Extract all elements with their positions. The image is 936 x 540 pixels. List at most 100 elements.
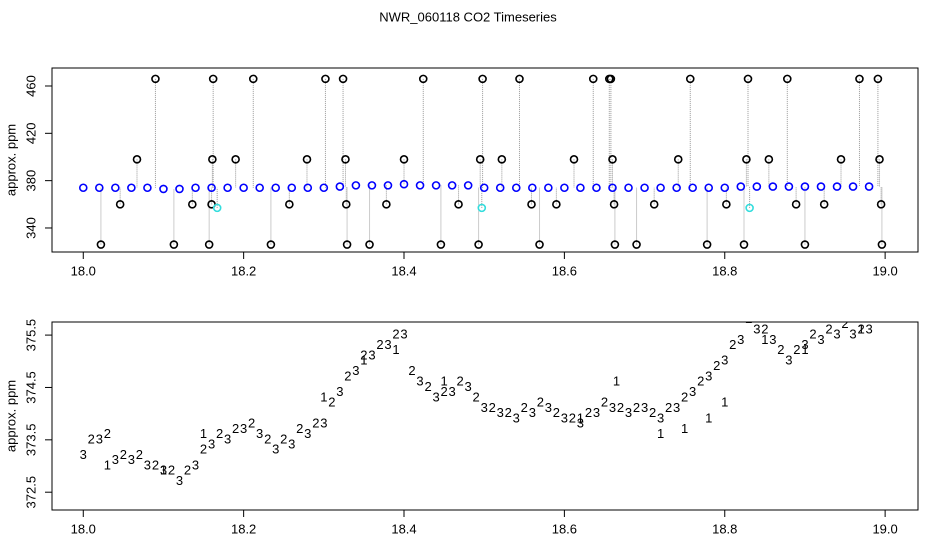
point: 2 (857, 321, 864, 336)
point (552, 200, 561, 209)
point: 1 (200, 426, 207, 441)
point: 3 (481, 400, 488, 415)
point (431, 181, 441, 190)
point (351, 181, 361, 190)
point: 3 (240, 421, 247, 436)
point: 2 (136, 447, 143, 462)
point (632, 240, 641, 249)
point: 3 (368, 347, 375, 362)
point: 3 (160, 463, 167, 478)
point: 3 (609, 400, 616, 415)
point (745, 203, 754, 213)
point (855, 74, 864, 84)
point (338, 74, 348, 84)
point (479, 183, 489, 193)
x-tick-label: 18.0 (71, 521, 96, 536)
point (475, 155, 485, 164)
point (592, 183, 601, 193)
point: 2 (761, 321, 768, 336)
point (399, 179, 409, 189)
point (606, 74, 616, 84)
point: 3 (737, 332, 744, 347)
point (528, 183, 537, 193)
point: 2 (489, 400, 496, 415)
point: 3 (400, 327, 407, 342)
point (702, 240, 712, 249)
point (876, 200, 886, 209)
point (873, 74, 883, 84)
point: 2 (585, 405, 592, 420)
point: 2 (521, 400, 528, 415)
point: 1 (721, 395, 728, 410)
point (342, 240, 352, 249)
point: 3 (497, 405, 504, 420)
point (207, 183, 216, 193)
point (832, 182, 842, 191)
x-tick-label: 18.2 (231, 263, 256, 278)
point (303, 183, 313, 193)
point: 3 (80, 447, 87, 462)
point (515, 74, 524, 84)
point: 2 (232, 421, 239, 436)
point (816, 182, 826, 191)
point (784, 182, 794, 191)
point (208, 155, 217, 164)
point (768, 182, 778, 191)
point: 1 (801, 342, 808, 357)
point: 3 (112, 452, 119, 467)
point (204, 240, 214, 249)
point: 2 (152, 457, 159, 472)
x-tick-label: 18.2 (231, 521, 256, 536)
point: 3 (769, 332, 776, 347)
point: 3 (641, 400, 648, 415)
point (474, 240, 483, 249)
point (383, 181, 393, 190)
x-tick-label: 19.0 (872, 521, 897, 536)
point: 2 (216, 426, 223, 441)
point (319, 183, 329, 193)
point (791, 200, 801, 209)
x-tick-label: 18.8 (712, 521, 737, 536)
point: 3 (849, 327, 856, 342)
point (169, 240, 179, 249)
point (656, 183, 665, 193)
point: 3 (320, 416, 327, 431)
point (382, 200, 391, 209)
y-tick-label: 373.5 (23, 424, 38, 457)
point: 3 (128, 452, 135, 467)
plot-frame (51, 67, 919, 253)
point: 2 (649, 405, 656, 420)
point: 3 (272, 442, 279, 457)
point: 1 (857, 321, 864, 336)
point: 2 (376, 337, 383, 352)
point (255, 183, 264, 193)
point: 3 (288, 437, 295, 452)
point (609, 200, 619, 209)
point: 3 (256, 426, 263, 441)
point: 3 (593, 405, 600, 420)
plot-area (78, 74, 887, 249)
point: 2 (248, 416, 255, 431)
point (175, 184, 184, 194)
point (367, 181, 377, 190)
point: 3 (176, 473, 183, 488)
point (477, 203, 487, 213)
point (495, 183, 505, 193)
point (511, 183, 521, 193)
point (463, 181, 473, 190)
point (588, 74, 598, 84)
point: 3 (513, 410, 520, 425)
point: 2 (440, 384, 447, 399)
point: 2 (569, 410, 576, 425)
point (302, 155, 312, 164)
point (212, 203, 222, 213)
point: 2 (200, 442, 207, 457)
point (836, 155, 846, 164)
y-tick-label: 340 (23, 217, 38, 239)
point: 3 (352, 363, 359, 378)
point (864, 182, 874, 191)
point (720, 183, 730, 193)
point (271, 183, 281, 193)
point (478, 74, 487, 84)
